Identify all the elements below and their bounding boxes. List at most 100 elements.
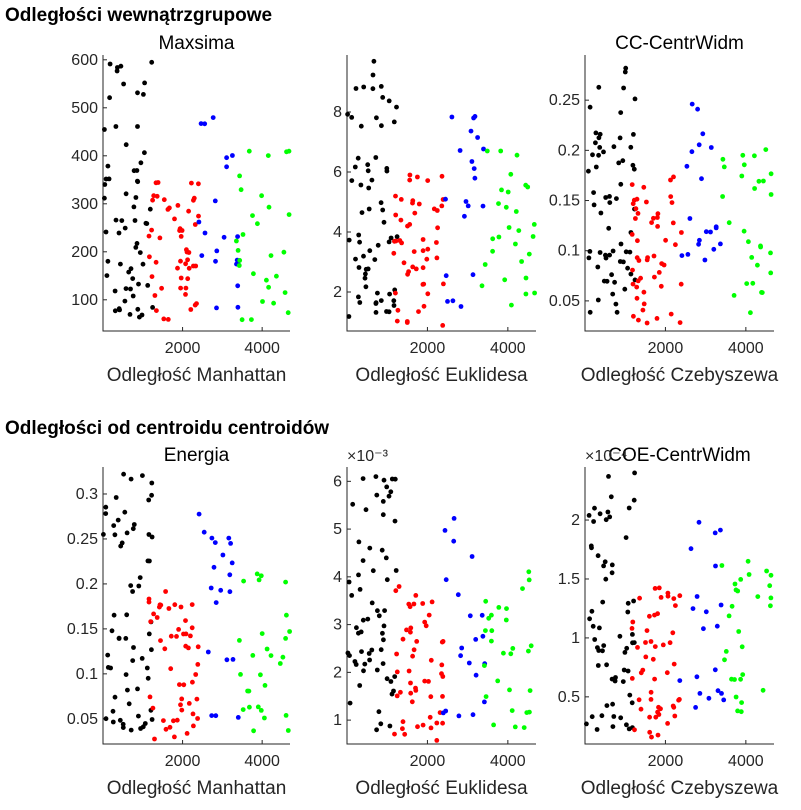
data-point-black	[628, 144, 634, 150]
data-point-green	[527, 688, 533, 693]
data-point-black	[609, 562, 615, 568]
data-point-green	[739, 644, 745, 650]
data-point-red	[186, 265, 192, 271]
data-point-red	[655, 224, 660, 229]
data-point-black	[113, 495, 119, 500]
data-point-blue	[235, 715, 241, 720]
data-point-red	[410, 264, 416, 270]
data-point-red	[188, 633, 193, 639]
data-point-red	[665, 721, 670, 726]
data-point-black	[586, 513, 592, 518]
data-point-green	[768, 572, 774, 578]
data-point-black	[121, 471, 126, 477]
data-point-green	[729, 603, 735, 609]
data-point-red	[178, 234, 184, 239]
data-point-green	[731, 293, 737, 298]
data-point-red	[425, 246, 431, 252]
data-point-black	[379, 547, 385, 553]
data-point-black	[625, 600, 631, 606]
data-point-black	[138, 726, 144, 731]
data-point-black	[363, 271, 368, 277]
data-point-black	[606, 225, 612, 231]
data-point-red	[632, 727, 637, 733]
data-point-black	[631, 166, 637, 172]
data-point-red	[439, 203, 445, 209]
data-point-black	[597, 131, 603, 137]
data-point-red	[165, 207, 171, 212]
data-point-red	[400, 636, 406, 642]
data-point-black	[144, 665, 150, 671]
data-point-green	[238, 187, 244, 193]
data-point-black	[110, 708, 116, 714]
data-point-black	[387, 291, 392, 297]
data-point-black	[618, 241, 624, 247]
data-point-black	[607, 252, 612, 258]
data-point-red	[396, 584, 402, 589]
data-point-red	[408, 625, 414, 631]
data-point-green	[756, 178, 762, 184]
data-point-black	[603, 195, 609, 200]
data-point-black	[128, 727, 134, 733]
data-point-blue	[455, 592, 461, 598]
data-point-red	[634, 295, 640, 301]
data-point-black	[618, 715, 624, 721]
data-point-green	[746, 572, 752, 577]
data-point-blue	[224, 155, 230, 161]
data-point-black	[349, 115, 355, 120]
data-point-red	[670, 703, 676, 709]
data-point-green	[237, 638, 242, 643]
data-point-blue	[480, 203, 486, 209]
data-point-black	[356, 265, 362, 270]
data-point-black	[378, 84, 384, 89]
data-point-blue	[715, 688, 721, 694]
data-point-green	[736, 629, 742, 634]
data-point-green	[755, 262, 760, 268]
data-point-black	[149, 717, 155, 722]
data-point-red	[184, 731, 190, 736]
data-point-red	[667, 640, 673, 646]
data-point-red	[186, 645, 191, 651]
data-point-black	[393, 568, 399, 573]
data-point-black	[121, 81, 126, 87]
data-point-black	[383, 555, 389, 561]
section-title-within-group: Odległości wewnątrzgrupowe	[5, 5, 272, 26]
data-point-black	[360, 558, 366, 563]
data-point-black	[362, 661, 368, 667]
data-point-red	[669, 200, 675, 206]
data-point-black	[365, 616, 371, 622]
data-point-red	[395, 307, 401, 313]
axes-lines	[346, 467, 536, 745]
y-tick-label: 2	[333, 284, 342, 301]
data-point-black	[586, 168, 591, 174]
data-point-red	[635, 211, 641, 216]
axes-lines	[346, 55, 536, 332]
data-point-green	[723, 649, 729, 654]
data-point-black	[367, 248, 373, 254]
data-point-red	[171, 718, 176, 724]
data-point-blue	[224, 657, 230, 663]
data-point-red	[177, 682, 182, 687]
data-point-black	[607, 200, 613, 206]
data-point-black	[595, 264, 601, 270]
y-tick-label: 0.5	[558, 689, 580, 706]
y-tick-label: 200	[71, 244, 98, 261]
data-point-blue	[481, 146, 486, 152]
data-point-blue	[456, 713, 462, 719]
data-point-black	[347, 700, 353, 706]
data-point-green	[283, 636, 288, 641]
data-point-green	[752, 186, 757, 191]
data-point-black	[127, 312, 133, 317]
data-point-black	[388, 235, 394, 241]
data-point-blue	[471, 115, 476, 121]
data-point-red	[154, 308, 159, 313]
data-point-black	[102, 182, 108, 187]
data-point-black	[130, 589, 136, 594]
data-point-green	[508, 171, 514, 177]
data-point-blue	[205, 649, 211, 655]
y-tick-label: 4	[333, 569, 342, 586]
data-point-blue	[445, 299, 450, 304]
data-point-green	[514, 152, 520, 158]
data-point-red	[651, 253, 657, 259]
data-point-green	[748, 310, 753, 316]
data-point-blue	[718, 602, 724, 608]
